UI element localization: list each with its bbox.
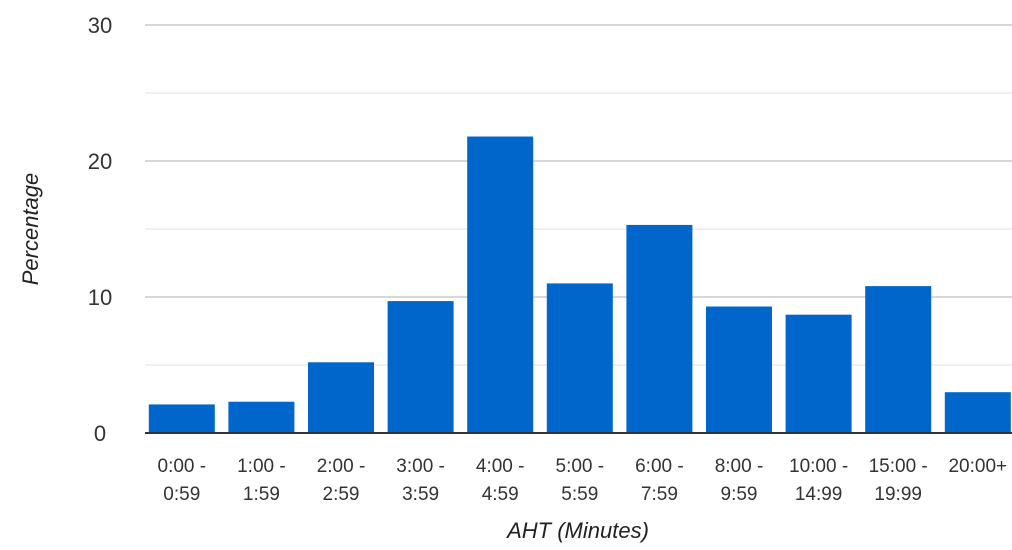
x-tick-label: 6:00 - bbox=[635, 456, 684, 477]
bar bbox=[865, 286, 932, 433]
bar bbox=[944, 392, 1011, 433]
y-axis-title: Percentage bbox=[18, 173, 43, 286]
y-tick-label: 30 bbox=[88, 13, 112, 38]
y-tick-label: 20 bbox=[88, 149, 112, 174]
bar bbox=[308, 362, 374, 433]
x-tick-label: 14:99 bbox=[795, 484, 843, 505]
bar bbox=[467, 136, 534, 433]
x-tick-label: 15:00 - bbox=[869, 456, 928, 477]
y-tick-label: 10 bbox=[88, 285, 112, 310]
x-tick-label: 1:59 bbox=[243, 484, 280, 505]
x-tick-label: 3:59 bbox=[402, 484, 439, 505]
x-tick-label: 0:00 - bbox=[158, 456, 207, 477]
x-axis-title: AHT (Minutes) bbox=[505, 518, 649, 543]
x-tick-label: 2:00 - bbox=[317, 456, 366, 477]
x-tick-label: 10:00 - bbox=[789, 456, 848, 477]
x-tick-label: 4:59 bbox=[482, 484, 519, 505]
x-tick-label: 3:00 - bbox=[396, 456, 445, 477]
x-tick-label: 20:00+ bbox=[948, 456, 1007, 477]
bar bbox=[546, 283, 613, 433]
x-tick-label: 4:00 - bbox=[476, 456, 525, 477]
x-tick-label: 19:99 bbox=[874, 484, 922, 505]
x-tick-label: 5:59 bbox=[561, 484, 598, 505]
bar bbox=[626, 224, 693, 433]
x-axis-ticks: 0:00 - 0:59 1:00 - 1:59 2:00 - 2:59 3:00 - 3:59… bbox=[158, 456, 1008, 505]
x-tick-label: 7:59 bbox=[641, 484, 678, 505]
x-tick-label: 5:00 - bbox=[556, 456, 605, 477]
bar bbox=[387, 301, 454, 433]
x-tick-label: 0:59 bbox=[163, 484, 200, 505]
x-tick-label: 1:00 - bbox=[237, 456, 286, 477]
y-tick-label: 0 bbox=[94, 421, 106, 446]
bars bbox=[148, 136, 1011, 433]
x-tick-label: 9:59 bbox=[721, 484, 758, 505]
bar bbox=[148, 404, 215, 433]
x-tick-label: 2:59 bbox=[323, 484, 360, 505]
bar bbox=[706, 306, 772, 433]
bar bbox=[228, 401, 295, 433]
x-tick-label: 8:00 - bbox=[715, 456, 764, 477]
bar bbox=[785, 314, 852, 433]
y-axis-ticks: 0 10 20 30 bbox=[88, 13, 112, 446]
